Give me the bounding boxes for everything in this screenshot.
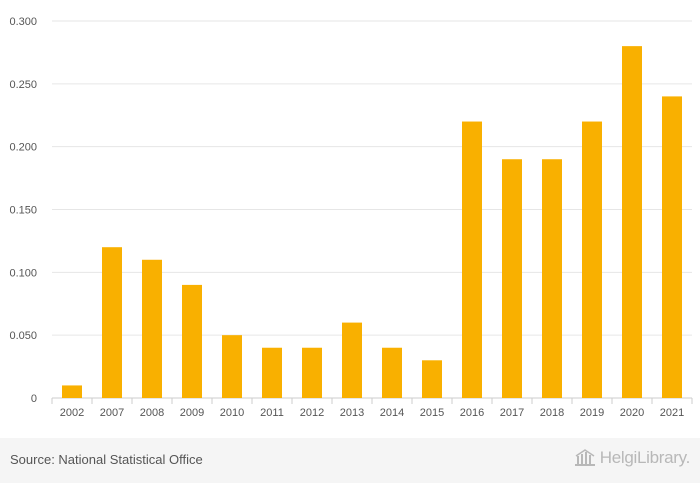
x-tick-label: 2008 [140, 407, 164, 419]
y-tick-label: 0.100 [9, 267, 37, 279]
bar [462, 121, 482, 399]
bar [342, 322, 362, 398]
bar [262, 347, 282, 398]
x-tick-label: 2012 [300, 407, 324, 419]
x-tick-label: 2017 [500, 407, 524, 419]
logo-text: HelgiLibrary. [599, 448, 691, 467]
x-tick-label: 2011 [260, 407, 284, 419]
bar [142, 259, 162, 398]
bar [182, 284, 202, 398]
x-tick-label: 2002 [60, 407, 84, 419]
y-tick-label: 0.300 [9, 16, 37, 28]
bar [222, 335, 242, 398]
bar-chart: 0 0.050 0.100 0.150 0.200 0.250 0.300 2002 2007 2… [9, 16, 693, 419]
bar [302, 347, 322, 398]
y-tick-label: 0.150 [9, 205, 37, 217]
bar [502, 159, 522, 398]
x-tick-label: 2007 [100, 407, 124, 419]
bar [62, 385, 82, 398]
x-tick-label: 2013 [340, 407, 364, 419]
x-tick-label: 2015 [420, 407, 444, 419]
y-tick-label: 0.250 [9, 79, 37, 91]
footer: Source: National Statistical Office Helg… [0, 438, 700, 483]
x-tick-label: 2020 [620, 407, 644, 419]
x-tick-label: 2010 [220, 407, 244, 419]
y-tick-label: 0.050 [9, 330, 37, 342]
source-note: Source: National Statistical Office [10, 452, 203, 467]
bar [102, 247, 122, 398]
x-tick-label: 2016 [460, 407, 484, 419]
bar [542, 159, 562, 398]
x-tick-label: 2018 [540, 407, 564, 419]
y-tick-label: 0.200 [9, 142, 37, 154]
bar [622, 46, 642, 399]
bar [382, 347, 402, 398]
x-tick-label: 2009 [180, 407, 204, 419]
x-tick-label: 2021 [660, 407, 684, 419]
x-tick-label: 2019 [580, 407, 604, 419]
y-tick-label: 0 [31, 393, 37, 405]
bar [662, 96, 682, 399]
bar [422, 360, 442, 398]
helgi-library-logo[interactable]: HelgiLibrary. [574, 448, 690, 468]
library-building-icon [574, 449, 595, 466]
x-tick-label: 2014 [380, 407, 404, 419]
bar [582, 121, 602, 399]
